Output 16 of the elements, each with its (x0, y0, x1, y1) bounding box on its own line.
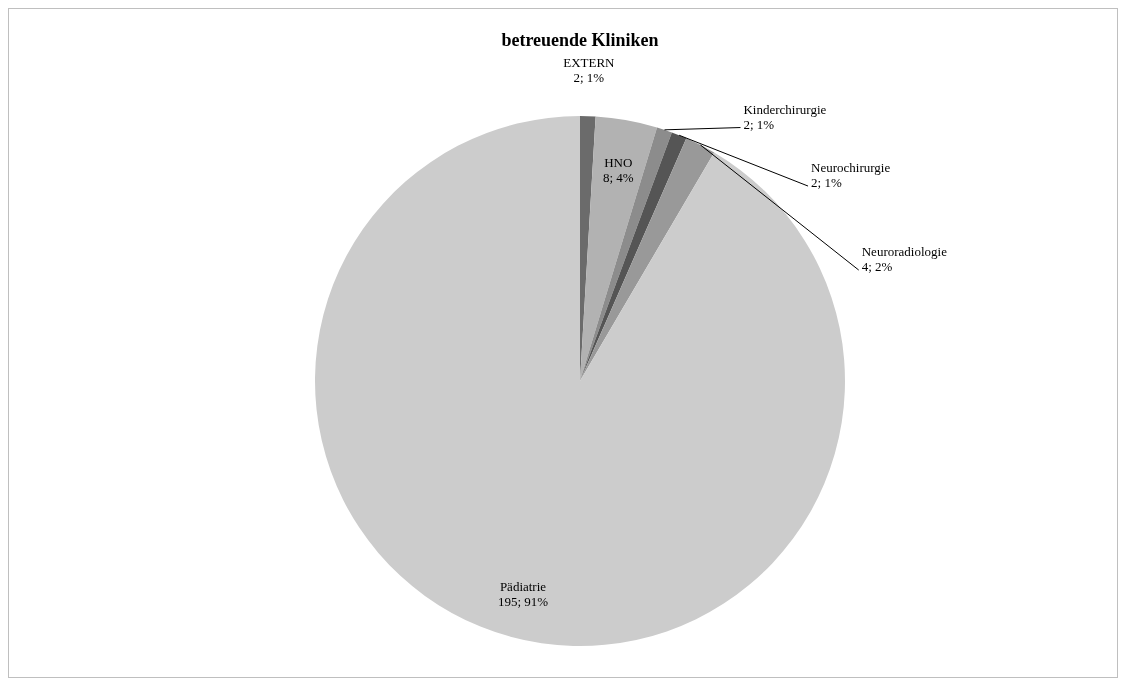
chart-title: betreuende Kliniken (501, 30, 659, 50)
data-label: 2; 1% (573, 70, 605, 86)
pie-slice (580, 132, 687, 381)
data-label: 2; 1% (811, 175, 842, 191)
pie-slice (580, 116, 658, 381)
slice-label: Pädiatrie (499, 578, 547, 594)
data-label: 4; 2% (861, 259, 893, 275)
data-label: 2; 1% (743, 116, 775, 132)
slice-label: HNO (604, 155, 633, 171)
slice-label: Kinderchirurgie (743, 101, 827, 117)
data-label: 195; 91% (497, 593, 549, 609)
slice-label: Neuroradiologie (861, 244, 948, 260)
pie-slice (580, 127, 672, 381)
data-label: 8; 4% (602, 170, 634, 186)
slice-label: EXTERN (563, 55, 616, 71)
slice-label: Neurochirurgie (811, 160, 891, 176)
